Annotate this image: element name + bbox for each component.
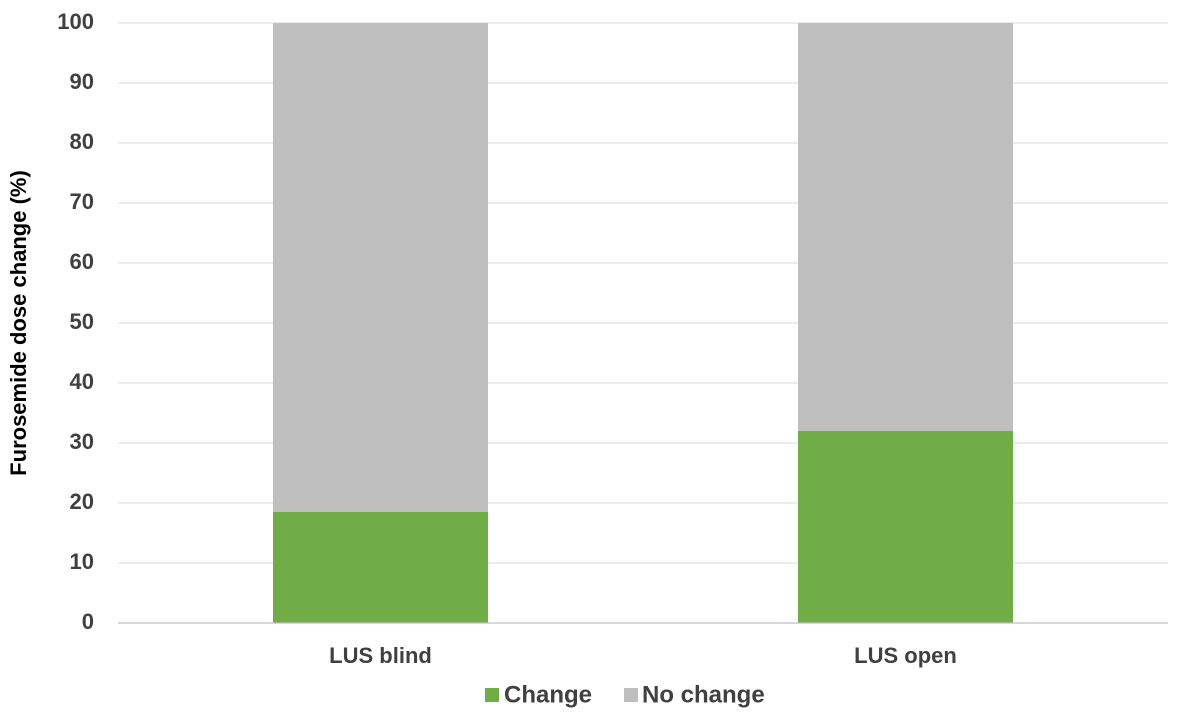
y-tick-label: 20 — [70, 489, 94, 514]
bar-no-change — [798, 23, 1013, 431]
bar-no-change — [273, 23, 488, 512]
legend-label: Change — [504, 681, 592, 708]
y-tick-label: 0 — [82, 609, 94, 634]
x-tick-label: LUS open — [854, 643, 957, 668]
bars — [273, 23, 1013, 623]
x-tick-label: LUS blind — [329, 643, 432, 668]
y-tick-label: 30 — [70, 429, 94, 454]
y-tick-label: 100 — [57, 9, 94, 34]
y-tick-label: 80 — [70, 129, 94, 154]
legend-swatch-change — [485, 688, 499, 702]
bar-change — [798, 431, 1013, 623]
y-tick-label: 40 — [70, 369, 94, 394]
y-tick-label: 50 — [70, 309, 94, 334]
bar-change — [273, 512, 488, 623]
y-tick-label: 90 — [70, 69, 94, 94]
y-tick-label: 10 — [70, 549, 94, 574]
legend-swatch-no-change — [624, 688, 638, 702]
legend: Change No change — [485, 681, 765, 708]
y-axis-title: Furosemide dose change (%) — [6, 170, 31, 476]
legend-label: No change — [642, 681, 765, 708]
y-axis-ticks: 0 10 20 30 40 50 60 70 80 90 100 — [57, 9, 94, 634]
y-tick-label: 70 — [70, 189, 94, 214]
y-tick-label: 60 — [70, 249, 94, 274]
x-axis-ticks: LUS blind LUS open — [329, 643, 957, 668]
